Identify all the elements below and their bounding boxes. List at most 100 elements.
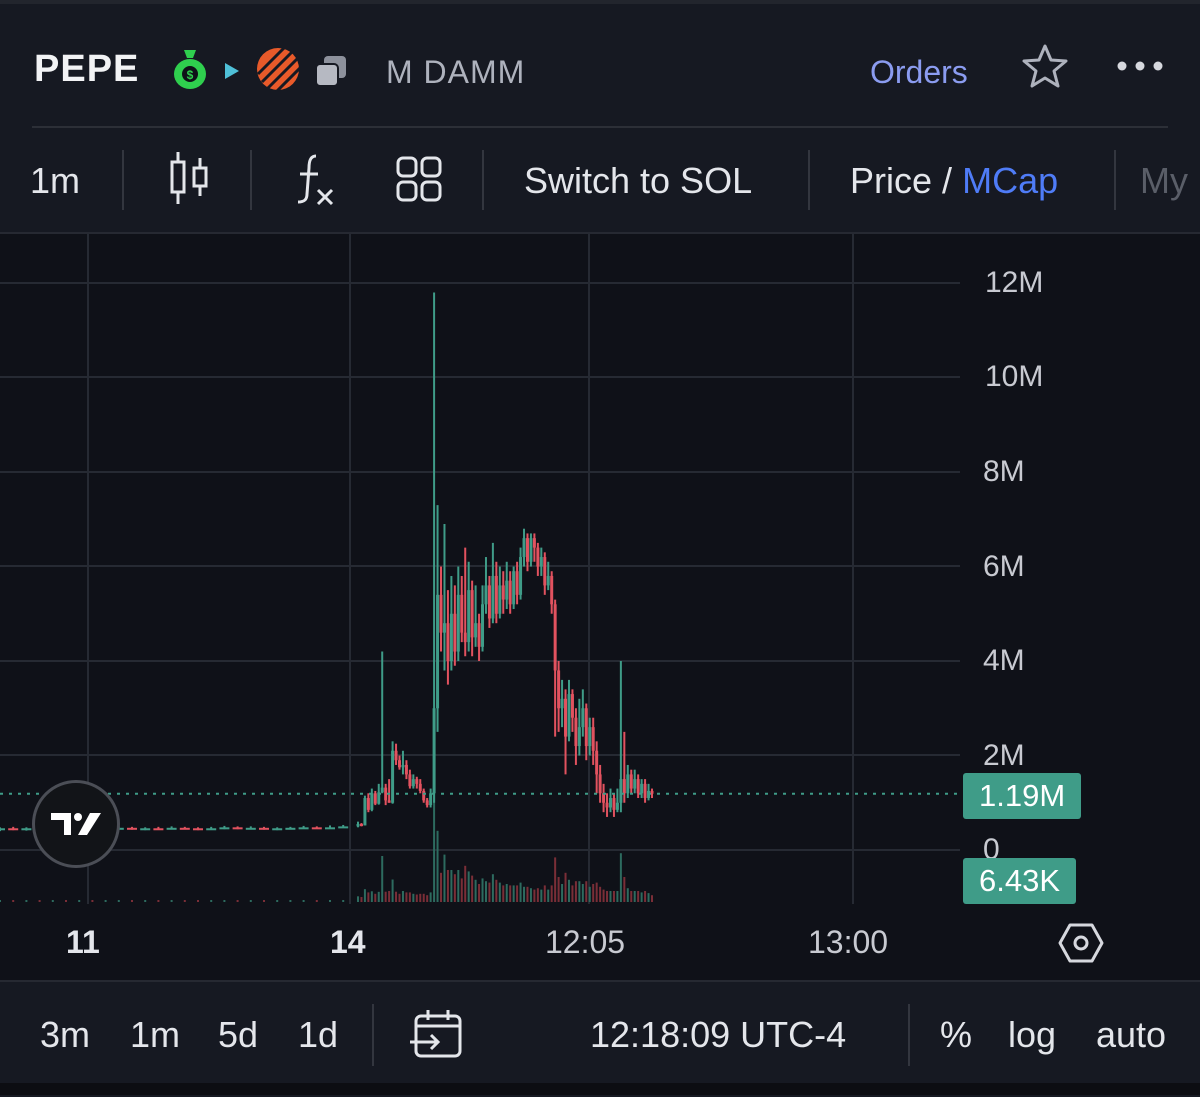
candle-body: [166, 827, 177, 830]
volume-bar: [529, 888, 532, 902]
volume-bar: [412, 893, 415, 902]
volume-bar: [131, 900, 133, 902]
indicator-fx-icon[interactable]: [292, 150, 342, 208]
top-divider: [0, 0, 1200, 4]
price-mcap-toggle[interactable]: Price / MCap: [850, 160, 1058, 202]
candle-body: [391, 750, 395, 803]
volume-bar: [554, 857, 557, 902]
candle-body: [153, 828, 164, 831]
candle-body: [570, 694, 574, 718]
orders-link[interactable]: Orders: [870, 54, 968, 90]
auto-scale-toggle[interactable]: auto: [1096, 1014, 1167, 1055]
toolbar-divider: [122, 150, 124, 210]
volume-bar: [395, 891, 398, 902]
volume-bar: [170, 900, 173, 902]
x-tick-label: 11: [66, 924, 100, 960]
volume-bar: [516, 885, 519, 902]
volume-bar: [557, 877, 560, 902]
candle-body: [460, 594, 464, 633]
price-chart[interactable]: 12M 10M 8M 6M 4M 2M 0 1.19M 6.43K 11 14 …: [0, 234, 1200, 980]
volume-bar: [491, 874, 494, 902]
toolbar-divider: [482, 150, 484, 210]
candle-body: [643, 783, 647, 799]
range-1m[interactable]: 1m: [130, 1014, 181, 1055]
volume-bars: [0, 772, 653, 902]
candle-body: [505, 580, 509, 600]
volume-bar: [484, 881, 487, 902]
switch-to-sol-button[interactable]: Switch to SOL: [524, 160, 753, 201]
candle-body: [498, 585, 502, 614]
toolbar-divider: [250, 150, 252, 210]
toolbar-divider: [808, 150, 810, 210]
volume-bar: [374, 893, 377, 902]
price-option[interactable]: Price: [850, 160, 933, 201]
candle-body: [338, 826, 349, 829]
volume-bar: [315, 900, 318, 902]
tradingview-logo[interactable]: [32, 780, 120, 868]
volume-bar: [467, 871, 470, 902]
copy-icon[interactable]: [312, 52, 350, 90]
candle-body: [598, 774, 602, 794]
y-tick-label: 8M: [983, 455, 1025, 488]
candle-body: [612, 798, 616, 810]
timezone-clock[interactable]: 12:18:09 UTC-4: [590, 1014, 847, 1055]
volume-bar: [519, 882, 522, 902]
volume-bar: [443, 854, 446, 902]
candle-body: [522, 538, 526, 558]
striped-logo-icon[interactable]: [256, 46, 300, 92]
volume-bar: [588, 886, 591, 902]
star-icon[interactable]: [1020, 42, 1070, 90]
candle-body: [640, 783, 644, 794]
volume-bar: [381, 856, 384, 902]
volume-bar: [523, 886, 526, 902]
volume-bar: [363, 889, 366, 902]
volume-bar: [157, 900, 160, 902]
candle-body: [373, 793, 377, 804]
interval-selector[interactable]: 1m: [30, 160, 81, 201]
date-range-icon[interactable]: [408, 1008, 464, 1062]
settings-hex-icon[interactable]: [1058, 922, 1104, 964]
volume-bar: [144, 900, 147, 902]
volume-bar: [302, 900, 305, 902]
volume-bar: [25, 900, 28, 902]
more-icon[interactable]: [1116, 58, 1164, 74]
candle-body: [539, 557, 543, 567]
overflow-toolbar-item[interactable]: My: [1140, 160, 1188, 201]
volume-bar: [249, 900, 252, 902]
layout-grid-icon[interactable]: [394, 154, 444, 204]
volume-bar: [540, 889, 543, 902]
volume-bar: [429, 892, 432, 902]
candle-body: [484, 585, 488, 605]
volume-bar: [405, 892, 408, 902]
candles-icon[interactable]: [166, 148, 214, 208]
volume-bar: [512, 885, 515, 902]
candle-body: [272, 828, 283, 831]
volume-bar: [104, 900, 107, 902]
volume-bar: [612, 891, 615, 902]
percent-scale-toggle[interactable]: %: [940, 1014, 973, 1055]
log-scale-toggle[interactable]: log: [1008, 1014, 1057, 1055]
candle-body: [481, 604, 485, 647]
chart-canvas[interactable]: [0, 234, 1200, 980]
play-badge-icon[interactable]: [222, 60, 242, 82]
volume-bar: [210, 900, 213, 902]
volume-bar: [117, 900, 120, 902]
volume-bar: [12, 900, 15, 902]
candle-body: [442, 623, 446, 633]
header-divider: [32, 126, 1168, 128]
volume-bar: [384, 891, 387, 902]
candle-body: [8, 828, 19, 831]
candle-body: [298, 827, 309, 830]
volume-bar: [533, 889, 536, 902]
volume-bar: [509, 885, 512, 902]
ticker-symbol: PEPE: [34, 48, 140, 90]
volume-bar: [446, 870, 449, 902]
range-5d[interactable]: 5d: [218, 1014, 259, 1055]
x-tick-label: 12:05: [545, 924, 626, 960]
bottom-toolbar: 3m 1m 5d 1d 12:18:09 UTC-4 % log auto: [0, 980, 1200, 1097]
volume-bar: [602, 889, 605, 902]
mcap-option[interactable]: MCap: [962, 160, 1059, 201]
volume-bar: [433, 772, 436, 902]
range-1d[interactable]: 1d: [298, 1014, 339, 1055]
range-3m[interactable]: 3m: [40, 1014, 91, 1055]
